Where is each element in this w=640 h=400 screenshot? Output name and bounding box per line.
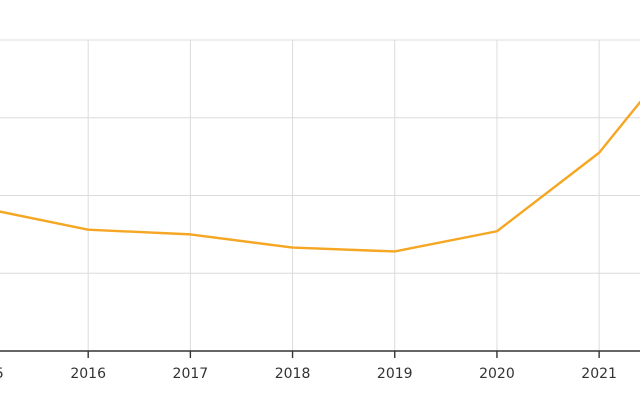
x-axis: 2015 2016 2017 2018 2019 2020 2021	[0, 350, 640, 382]
x-tick-label: 2021	[581, 366, 617, 382]
x-tick-label: 2016	[70, 366, 106, 382]
x-tick-label: 2018	[275, 366, 311, 382]
series-group	[0, 101, 640, 253]
series-line-0	[0, 101, 640, 253]
x-tick-label: 2019	[377, 366, 413, 382]
x-tick-label: 2020	[479, 366, 515, 382]
grid	[0, 39, 640, 351]
x-tick-label: 2017	[173, 366, 209, 382]
x-tick-label: 2015	[0, 366, 4, 382]
